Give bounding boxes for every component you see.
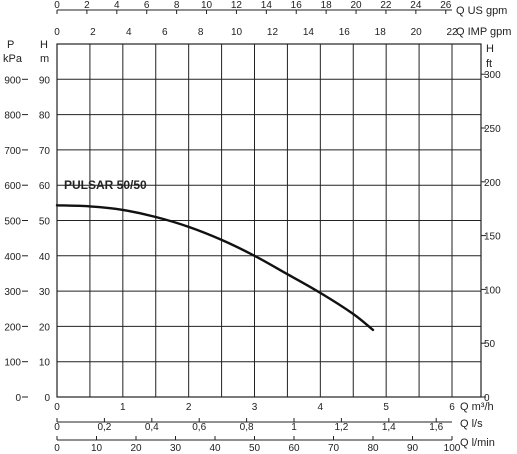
imp-gpm-tick-label: 6 xyxy=(162,27,168,38)
imp-gpm-tick-label: 20 xyxy=(411,27,423,38)
imp-gpm-axis-label: Q IMP gpm xyxy=(456,26,511,38)
head-ft-tick-label: 250 xyxy=(484,124,501,135)
lmin-tick-label: 0 xyxy=(54,443,60,454)
ls-tick-label: 1,4 xyxy=(382,422,396,433)
lmin-tick-label: 10 xyxy=(91,443,103,454)
us-gpm-tick-label: 4 xyxy=(114,0,120,11)
head-ft-tick-label: 100 xyxy=(484,285,501,296)
head-m-tick-label: 50 xyxy=(39,217,51,228)
m3h-tick-label: 3 xyxy=(252,402,258,413)
us-gpm-tick-label: 0 xyxy=(54,0,60,11)
pressure-tick-label: 700 xyxy=(4,146,21,157)
us-gpm-tick-label: 26 xyxy=(440,0,452,11)
ls-tick-label: 0,2 xyxy=(97,422,111,433)
head-ft-axis-title: H xyxy=(486,43,494,55)
us-gpm-tick-label: 14 xyxy=(261,0,273,11)
imp-gpm-tick-label: 10 xyxy=(231,27,243,38)
m3h-tick-label: 2 xyxy=(186,402,192,413)
curve-layer xyxy=(55,204,375,332)
head-m-tick-label: 90 xyxy=(39,75,51,86)
lmin-tick-label: 100 xyxy=(444,443,461,454)
head-m-tick-label: 30 xyxy=(39,287,51,298)
us-gpm-tick-label: 2 xyxy=(84,0,90,11)
head-m-tick-label: 70 xyxy=(39,146,51,157)
imp-gpm-tick-label: 2 xyxy=(90,27,96,38)
tick-labels: 0102030405060708090010020030040050060070… xyxy=(4,0,501,454)
lmin-tick-label: 80 xyxy=(367,443,379,454)
pump-curve-line xyxy=(55,204,375,332)
us-gpm-tick-label: 16 xyxy=(291,0,303,11)
imp-gpm-tick-label: 8 xyxy=(198,27,204,38)
ls-tick-label: 0,6 xyxy=(192,422,206,433)
head-ft-tick-label: 150 xyxy=(484,232,501,243)
us-gpm-tick-label: 8 xyxy=(174,0,180,11)
m3h-tick-label: 6 xyxy=(449,402,455,413)
m3h-tick-label: 1 xyxy=(120,402,126,413)
us-gpm-tick-label: 20 xyxy=(350,0,362,11)
pressure-axis-unit: kPa xyxy=(3,53,23,65)
imp-gpm-tick-label: 12 xyxy=(267,27,279,38)
imp-gpm-tick-label: 0 xyxy=(54,27,60,38)
m3h-axis-label: Q m³/h xyxy=(460,401,494,413)
ls-axis-label: Q l/s xyxy=(460,418,483,430)
us-gpm-tick-label: 10 xyxy=(201,0,213,11)
pressure-tick-label: 600 xyxy=(4,181,21,192)
ls-tick-label: 1 xyxy=(291,422,297,433)
ls-tick-label: 1,2 xyxy=(334,422,348,433)
us-gpm-tick-label: 24 xyxy=(410,0,422,11)
head-ft-tick-label: 300 xyxy=(484,70,501,81)
imp-gpm-tick-label: 4 xyxy=(126,27,132,38)
head-ft-tick-label: 0 xyxy=(484,393,490,404)
lmin-tick-label: 70 xyxy=(328,443,340,454)
grid xyxy=(57,44,481,397)
pressure-tick-label: 500 xyxy=(4,217,21,228)
head-m-axis-title: H xyxy=(40,39,48,51)
lmin-tick-label: 90 xyxy=(407,443,419,454)
pressure-tick-label: 100 xyxy=(4,358,21,369)
pressure-tick-label: 400 xyxy=(4,252,21,263)
head-ft-tick-label: 50 xyxy=(484,339,496,350)
m3h-tick-label: 4 xyxy=(318,402,324,413)
lmin-tick-label: 60 xyxy=(288,443,300,454)
us-gpm-tick-label: 22 xyxy=(380,0,392,11)
head-ft-axis-unit: ft xyxy=(486,58,492,70)
lmin-tick-label: 50 xyxy=(249,443,261,454)
us-gpm-tick-label: 12 xyxy=(231,0,243,11)
pressure-tick-label: 300 xyxy=(4,287,21,298)
pressure-tick-label: 0 xyxy=(15,393,21,404)
imp-gpm-tick-label: 16 xyxy=(339,27,351,38)
pressure-tick-label: 900 xyxy=(4,75,21,86)
head-m-tick-label: 40 xyxy=(39,252,51,263)
ls-tick-label: 0 xyxy=(54,422,60,433)
lmin-tick-label: 40 xyxy=(209,443,221,454)
curve-label: PULSAR 50/50 xyxy=(64,178,147,192)
us-gpm-tick-label: 18 xyxy=(321,0,333,11)
head-m-tick-label: 10 xyxy=(39,358,51,369)
imp-gpm-tick-label: 14 xyxy=(303,27,315,38)
pressure-tick-label: 800 xyxy=(4,111,21,122)
pressure-axis-title: P xyxy=(7,39,14,51)
ls-tick-label: 1,6 xyxy=(429,422,443,433)
pressure-tick-label: 200 xyxy=(4,322,21,333)
lmin-tick-label: 20 xyxy=(130,443,142,454)
head-m-tick-label: 20 xyxy=(39,322,51,333)
head-m-tick-label: 0 xyxy=(44,393,50,404)
ls-tick-label: 0,4 xyxy=(145,422,159,433)
lmin-axis-label: Q l/min xyxy=(460,437,495,449)
m3h-tick-label: 5 xyxy=(383,402,389,413)
head-m-tick-label: 80 xyxy=(39,111,51,122)
m3h-tick-label: 0 xyxy=(54,402,60,413)
us-gpm-tick-label: 6 xyxy=(144,0,150,11)
head-ft-tick-label: 200 xyxy=(484,178,501,189)
plot-frame xyxy=(56,43,482,398)
head-m-axis-unit: m xyxy=(40,53,49,65)
imp-gpm-tick-label: 18 xyxy=(375,27,387,38)
us-gpm-axis-label: Q US gpm xyxy=(456,5,507,17)
ls-tick-label: 0,8 xyxy=(240,422,254,433)
lmin-tick-label: 30 xyxy=(170,443,182,454)
head-m-tick-label: 60 xyxy=(39,181,51,192)
imp-gpm-tick-label: 22 xyxy=(446,27,458,38)
